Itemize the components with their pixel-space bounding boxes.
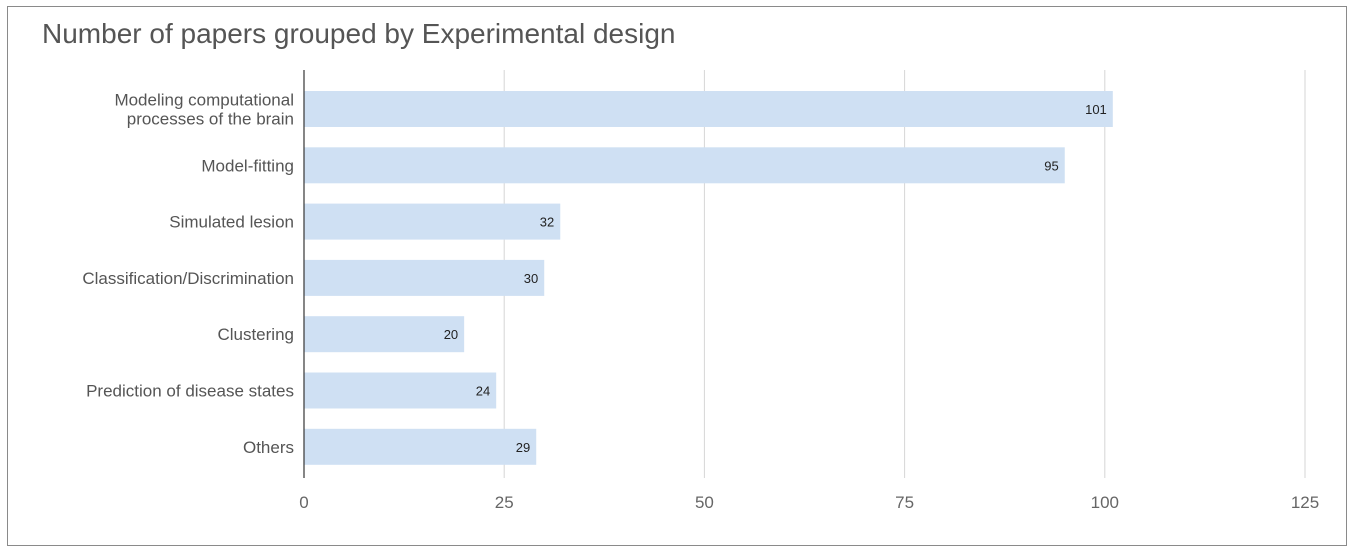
category-label: Prediction of disease states xyxy=(86,382,294,401)
category-label: Simulated lesion xyxy=(169,213,294,232)
category-labels: Modeling computational processes of the b… xyxy=(82,91,294,457)
x-tick-label: 50 xyxy=(695,493,714,512)
category-label: Classification/Discrimination xyxy=(82,269,294,288)
data-label: 30 xyxy=(524,271,538,286)
bar-chart: 101 95 32 30 20 24 29 0 25 50 75 100 125 Modeling c… xyxy=(82,70,1319,512)
bars: 101 95 32 30 20 24 29 xyxy=(304,91,1113,465)
data-label: 32 xyxy=(540,215,554,230)
x-tick-label: 0 xyxy=(299,493,308,512)
bar xyxy=(304,91,1113,127)
data-label: 101 xyxy=(1085,102,1107,117)
grid-lines xyxy=(503,70,1306,478)
bar xyxy=(304,316,465,353)
data-label: 20 xyxy=(444,327,458,342)
bar xyxy=(304,372,497,409)
x-axis: 0 25 50 75 100 125 xyxy=(299,70,1319,512)
data-label: 95 xyxy=(1044,158,1058,173)
bar xyxy=(304,428,537,465)
x-tick-label: 25 xyxy=(495,493,514,512)
data-label: 29 xyxy=(516,440,530,455)
category-label: Others xyxy=(243,438,294,457)
x-tick-label: 100 xyxy=(1091,493,1119,512)
chart-title: Number of papers grouped by Experimental… xyxy=(42,18,676,49)
bar xyxy=(304,147,1065,184)
bar xyxy=(304,259,545,296)
x-tick-label: 125 xyxy=(1291,493,1319,512)
x-tick-label: 75 xyxy=(895,493,914,512)
category-label: Clustering xyxy=(217,325,294,344)
category-label: Modeling computational processes of the b… xyxy=(114,91,294,129)
bar xyxy=(304,203,561,240)
data-label: 24 xyxy=(476,384,490,399)
category-label: Model-fitting xyxy=(201,156,294,175)
